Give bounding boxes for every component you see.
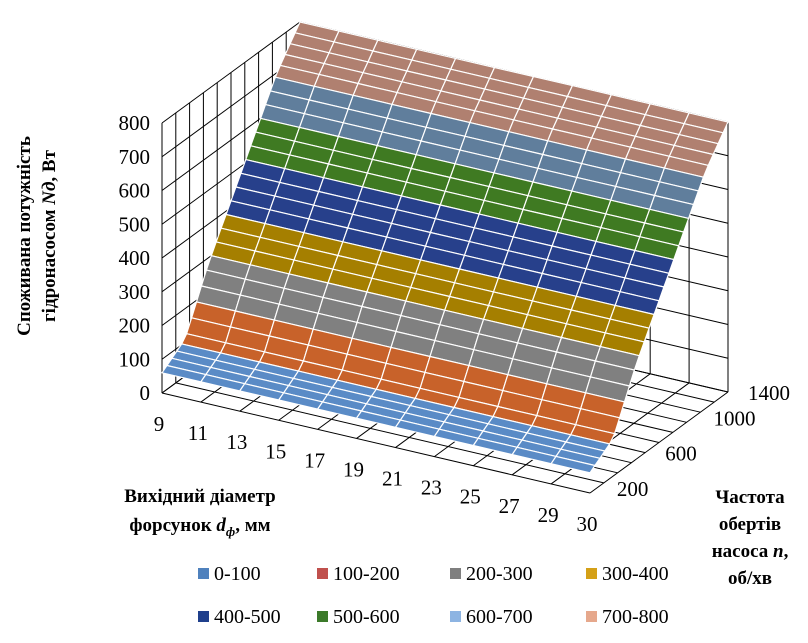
y-axis-title-line2: гідронасосом Nд, Вт [39, 149, 60, 322]
z-axis-title-line4: об/хв [728, 568, 772, 589]
x-axis-title-line1: Вихідний діаметр [124, 486, 276, 507]
chart-legend: 0-100 100-200 200-300 300-400 400-500 500-600… [198, 563, 669, 628]
x-tick-label: 30 [577, 512, 598, 536]
chart-axes: 0 100 200 300 400 500 600 700 800 9 11 13 15 17 19 21 23… [119, 111, 791, 536]
x-tick-label: 21 [382, 467, 403, 491]
y-tick-label: 400 [119, 246, 151, 270]
x-tick-label: 15 [265, 439, 286, 463]
y-tick-label: 700 [119, 145, 151, 169]
x-tick-label: 9 [154, 412, 165, 436]
x-tick-label: 23 [421, 476, 442, 500]
floor-line-width [175, 382, 604, 484]
x-tick-label: 11 [188, 421, 208, 445]
legend-swatch [317, 611, 328, 622]
z-tick-label: 200 [617, 477, 649, 501]
y-tick-label: 0 [140, 381, 151, 405]
x-tick-label: 17 [304, 448, 325, 472]
x-axis-title-line2: форсунок dф, мм [129, 515, 270, 539]
z-axis-title-line1: Частота [715, 487, 785, 508]
legend-label: 300-400 [602, 563, 669, 585]
y-tick-label: 300 [119, 280, 151, 304]
legend-label: 500-600 [333, 606, 400, 628]
x-tick-label: 13 [226, 430, 247, 454]
z-axis-title-line2: обертів [719, 514, 781, 535]
z-tick-label: 1400 [748, 381, 790, 405]
legend-label: 400-500 [214, 606, 281, 628]
legend-swatch [586, 611, 597, 622]
z-tick-label: 1000 [714, 406, 756, 430]
legend-swatch [198, 611, 209, 622]
floor-line-width [161, 392, 591, 494]
legend-swatch [317, 568, 328, 579]
legend-label: 200-300 [466, 563, 533, 585]
legend-swatch [198, 568, 209, 579]
legend-swatch [450, 611, 461, 622]
x-tick-label: 29 [538, 503, 559, 527]
x-tick-label: 27 [499, 494, 520, 518]
y-axis-title-line1: Споживана потужність [14, 136, 35, 336]
y-tick-label: 600 [119, 179, 151, 203]
legend-swatch [450, 568, 461, 579]
y-tick-label: 200 [119, 314, 151, 338]
y-axis-title: Споживана потужність гідронасосом Nд, Вт [14, 136, 60, 336]
x-tick-label: 19 [343, 457, 364, 481]
y-tick-label: 100 [119, 347, 151, 371]
legend-swatch [586, 568, 597, 579]
surface-plot [161, 21, 729, 474]
z-axis-title-line3: насоса n, [712, 541, 789, 562]
y-tick-label: 800 [119, 111, 151, 135]
surface-cell [550, 455, 596, 474]
x-tick-label: 25 [460, 485, 481, 509]
y-tick-label: 500 [119, 212, 151, 236]
legend-label: 700-800 [602, 606, 669, 628]
z-tick-label: 600 [665, 442, 697, 466]
legend-label: 0-100 [214, 563, 261, 585]
legend-label: 600-700 [466, 606, 533, 628]
legend-label: 100-200 [333, 563, 400, 585]
